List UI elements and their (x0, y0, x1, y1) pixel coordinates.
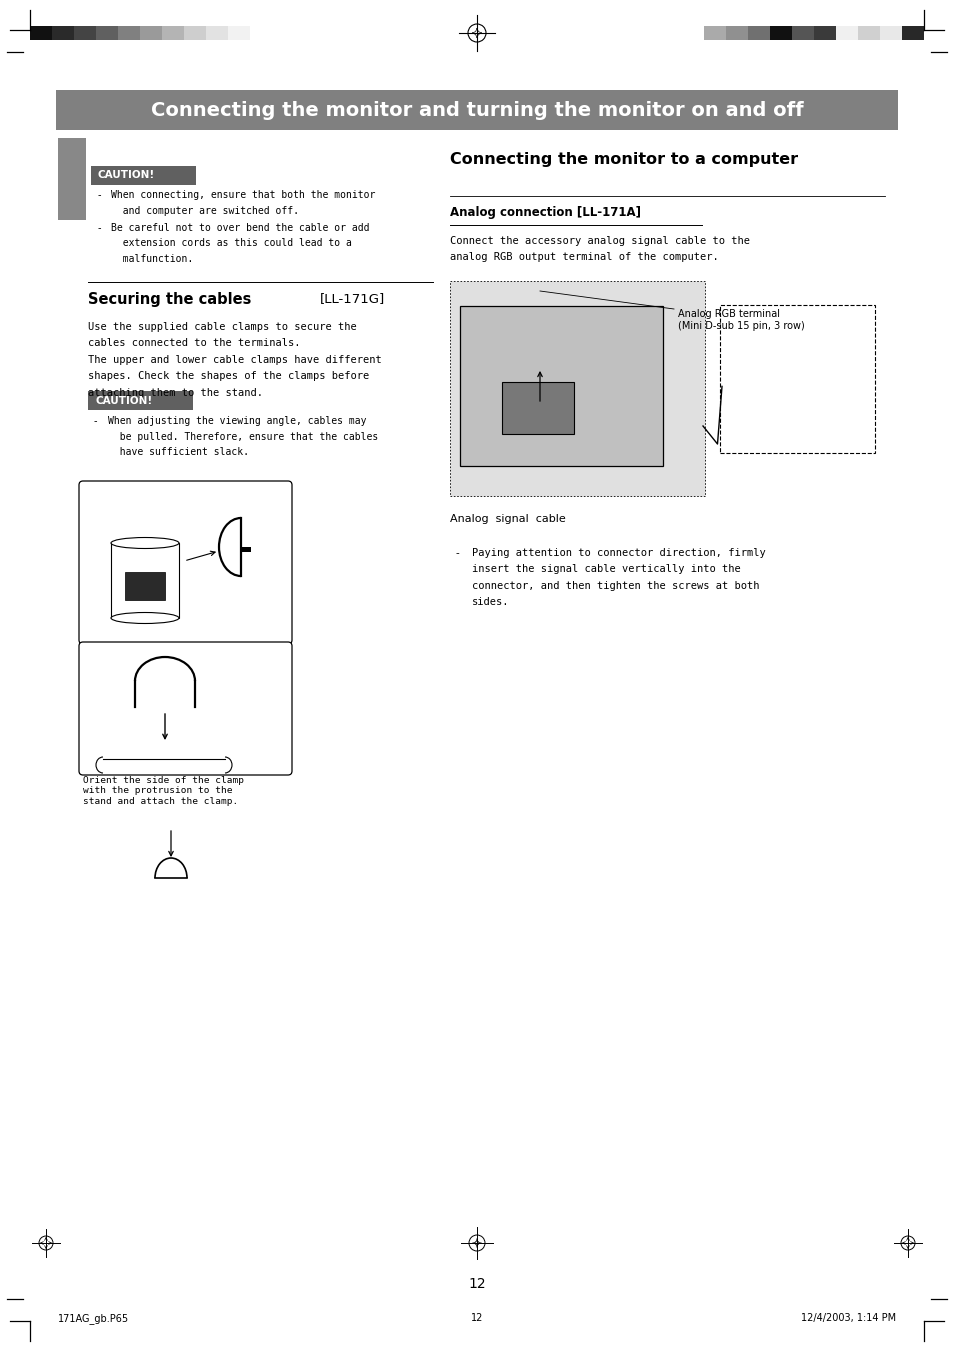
Bar (241, 547, 251, 553)
FancyBboxPatch shape (79, 642, 292, 775)
Bar (769, 26, 791, 41)
Text: Use the supplied cable clamps to secure the: Use the supplied cable clamps to secure … (88, 322, 356, 332)
Text: insert the signal cable vertically into the: insert the signal cable vertically into … (472, 565, 740, 574)
Bar (184, 26, 206, 41)
Text: 12: 12 (468, 1277, 485, 1292)
Bar (125, 571, 165, 600)
Ellipse shape (111, 612, 179, 624)
Text: -: - (98, 223, 101, 232)
Text: cables connected to the terminals.: cables connected to the terminals. (88, 339, 300, 349)
Text: Analog RGB terminal
(Mini D-sub 15 pin, 3 row): Analog RGB terminal (Mini D-sub 15 pin, … (678, 309, 804, 331)
Text: and computer are switched off.: and computer are switched off. (111, 205, 298, 216)
Bar (96, 26, 118, 41)
Bar (30, 26, 52, 41)
Text: When adjusting the viewing angle, cables may: When adjusting the viewing angle, cables… (108, 416, 366, 427)
Bar (56, 91, 897, 130)
Bar (501, 382, 574, 434)
Bar (74, 26, 96, 41)
Text: CAUTION!: CAUTION! (98, 170, 155, 180)
Bar (140, 26, 162, 41)
Ellipse shape (111, 538, 179, 549)
Bar (813, 26, 835, 41)
Bar (879, 26, 901, 41)
Bar (58, 138, 86, 220)
Text: Analog connection [LL-171A]: Analog connection [LL-171A] (450, 205, 640, 219)
Text: Connect the accessory analog signal cable to the: Connect the accessory analog signal cabl… (450, 236, 749, 246)
Text: connector, and then tighten the screws at both: connector, and then tighten the screws a… (472, 581, 759, 590)
Text: 12: 12 (471, 1313, 482, 1323)
Text: -: - (455, 549, 458, 558)
Bar (206, 26, 228, 41)
FancyBboxPatch shape (79, 481, 292, 644)
Text: have sufficient slack.: have sufficient slack. (108, 447, 249, 458)
Text: Connecting the monitor and turning the monitor on and off: Connecting the monitor and turning the m… (151, 100, 802, 119)
Bar (118, 26, 140, 41)
Bar (91, 166, 195, 185)
Bar (703, 26, 725, 41)
Text: [LL-171G]: [LL-171G] (319, 292, 385, 305)
Text: Orient the side of the clamp
with the protrusion to the
stand and attach the cla: Orient the side of the clamp with the pr… (83, 775, 244, 805)
Bar (725, 26, 747, 41)
Text: 171AG_gb.P65: 171AG_gb.P65 (58, 1313, 129, 1324)
Text: sides.: sides. (472, 597, 509, 608)
Text: The upper and lower cable clamps have different: The upper and lower cable clamps have di… (88, 355, 381, 365)
Text: Connecting the monitor to a computer: Connecting the monitor to a computer (450, 153, 798, 168)
Bar (901, 26, 923, 41)
Bar (111, 543, 179, 617)
Text: 12/4/2003, 1:14 PM: 12/4/2003, 1:14 PM (800, 1313, 895, 1323)
Text: Analog  signal  cable: Analog signal cable (450, 513, 565, 524)
Bar (459, 305, 662, 466)
Bar (88, 390, 193, 411)
Text: Paying attention to connector direction, firmly: Paying attention to connector direction,… (472, 549, 765, 558)
Text: attaching them to the stand.: attaching them to the stand. (88, 388, 263, 399)
Text: -: - (98, 190, 101, 200)
Text: extension cords as this could lead to a: extension cords as this could lead to a (111, 239, 352, 249)
Bar (835, 26, 857, 41)
Bar (747, 26, 769, 41)
Bar (162, 26, 184, 41)
Text: -: - (94, 416, 97, 427)
Bar (791, 26, 813, 41)
Bar (720, 305, 874, 453)
Text: CAUTION!: CAUTION! (95, 396, 152, 405)
Bar (228, 26, 250, 41)
Text: Be careful not to over bend the cable or add: Be careful not to over bend the cable or… (111, 223, 369, 232)
Bar (52, 26, 74, 41)
Bar (857, 26, 879, 41)
Text: Securing the cables: Securing the cables (88, 292, 256, 307)
Bar (450, 281, 704, 496)
Text: analog RGB output terminal of the computer.: analog RGB output terminal of the comput… (450, 253, 718, 262)
Text: be pulled. Therefore, ensure that the cables: be pulled. Therefore, ensure that the ca… (108, 432, 377, 442)
Text: When connecting, ensure that both the monitor: When connecting, ensure that both the mo… (111, 190, 375, 200)
Text: malfunction.: malfunction. (111, 254, 193, 263)
Text: shapes. Check the shapes of the clamps before: shapes. Check the shapes of the clamps b… (88, 372, 369, 381)
